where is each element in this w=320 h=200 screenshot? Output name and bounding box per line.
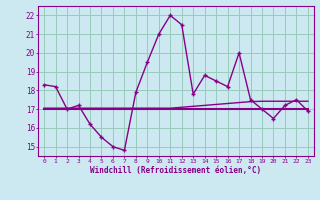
X-axis label: Windchill (Refroidissement éolien,°C): Windchill (Refroidissement éolien,°C) <box>91 166 261 175</box>
